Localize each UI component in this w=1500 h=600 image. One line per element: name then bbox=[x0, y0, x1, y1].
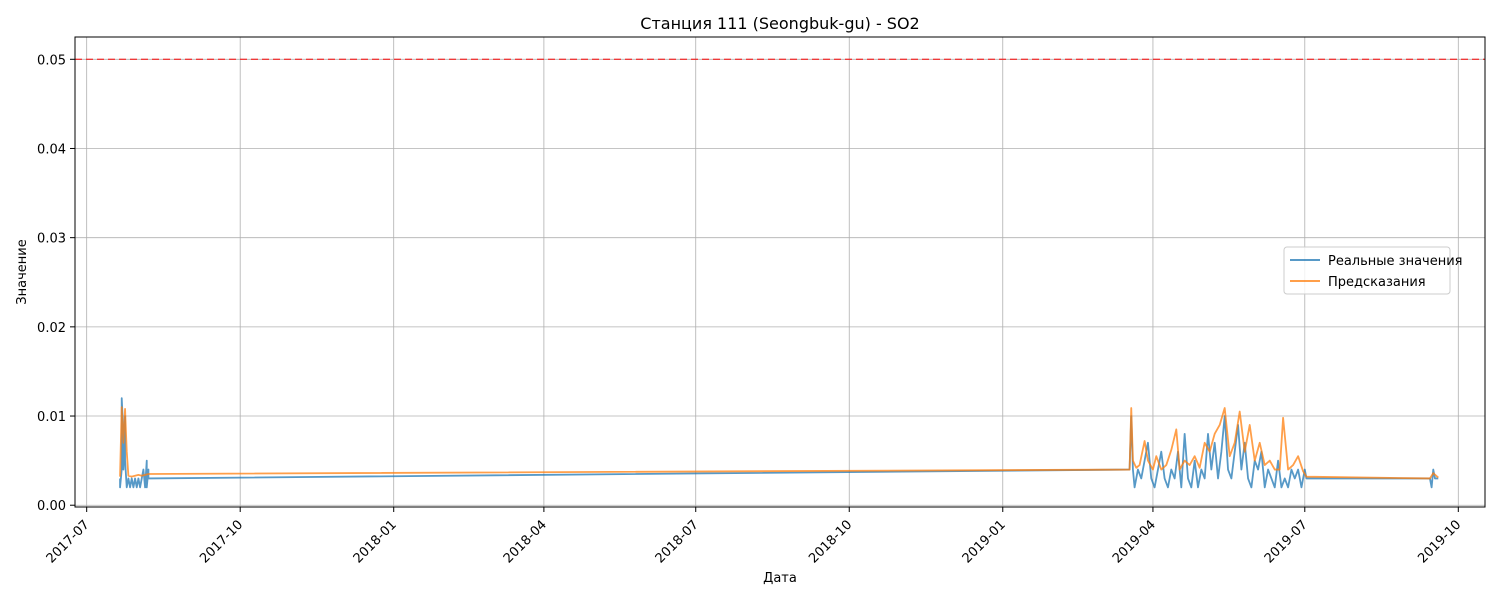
series-line-0 bbox=[119, 397, 1439, 489]
legend: Реальные значения Предсказания bbox=[1283, 246, 1463, 295]
legend-label-real: Реальные значения bbox=[1328, 254, 1463, 269]
series-lines bbox=[119, 397, 1439, 489]
y-axis-label: Значение bbox=[15, 239, 30, 304]
y-tick-label: 0.00 bbox=[37, 499, 66, 514]
y-tick-label: 0.01 bbox=[37, 410, 66, 425]
y-axis-ticks: 0.00 0.01 0.02 0.03 0.04 0.05 bbox=[37, 53, 75, 514]
y-tick-label: 0.02 bbox=[37, 321, 66, 336]
y-tick-label: 0.03 bbox=[37, 232, 66, 247]
series-line-1 bbox=[119, 406, 1439, 480]
chart-title: Станция 111 (Seongbuk-gu) - SO2 bbox=[640, 14, 919, 33]
legend-label-predicted: Предсказания bbox=[1328, 275, 1426, 290]
x-axis-label: Дата bbox=[763, 571, 797, 586]
y-tick-label: 0.05 bbox=[37, 53, 66, 68]
legend-box bbox=[1283, 246, 1451, 295]
y-tick-label: 0.04 bbox=[37, 142, 66, 157]
gridlines bbox=[75, 37, 1485, 507]
plot-frame bbox=[74, 36, 1486, 508]
